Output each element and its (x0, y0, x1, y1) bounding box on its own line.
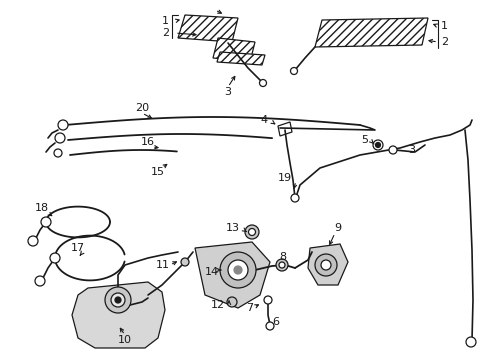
Text: 20: 20 (135, 103, 149, 113)
Circle shape (111, 293, 125, 307)
Text: 2: 2 (162, 28, 169, 38)
Circle shape (220, 252, 256, 288)
Circle shape (248, 229, 255, 235)
Text: 3: 3 (224, 87, 231, 97)
Text: 17: 17 (71, 243, 85, 253)
Text: 16: 16 (141, 137, 155, 147)
Circle shape (105, 287, 131, 313)
Circle shape (321, 260, 331, 270)
Text: 14: 14 (205, 267, 219, 277)
Circle shape (245, 225, 259, 239)
Text: 5: 5 (361, 135, 368, 145)
Polygon shape (72, 282, 165, 348)
Polygon shape (278, 122, 292, 136)
Text: 13: 13 (226, 223, 240, 233)
Circle shape (466, 337, 476, 347)
Circle shape (389, 146, 397, 154)
Polygon shape (217, 52, 265, 65)
Text: 15: 15 (151, 167, 165, 177)
Circle shape (115, 297, 121, 303)
Polygon shape (315, 18, 428, 47)
Text: 18: 18 (35, 203, 49, 213)
Text: 19: 19 (278, 173, 292, 183)
Circle shape (54, 149, 62, 157)
Circle shape (227, 297, 237, 307)
Circle shape (264, 296, 272, 304)
Text: 9: 9 (335, 223, 342, 233)
Text: 1: 1 (441, 21, 448, 31)
Circle shape (260, 80, 267, 86)
Polygon shape (308, 244, 348, 285)
Text: 11: 11 (156, 260, 170, 270)
Circle shape (291, 68, 297, 75)
Text: 8: 8 (279, 252, 287, 262)
Text: 1: 1 (162, 16, 169, 26)
Text: 7: 7 (246, 303, 253, 313)
Circle shape (41, 217, 51, 227)
Text: 12: 12 (211, 300, 225, 310)
Text: 6: 6 (272, 317, 279, 327)
Circle shape (55, 133, 65, 143)
Circle shape (375, 143, 381, 148)
Text: 4: 4 (261, 115, 268, 125)
Circle shape (28, 236, 38, 246)
Circle shape (279, 262, 285, 268)
Text: 3: 3 (408, 145, 415, 155)
Circle shape (35, 276, 45, 286)
Circle shape (228, 260, 248, 280)
Circle shape (50, 253, 60, 263)
Circle shape (266, 322, 274, 330)
Circle shape (58, 120, 68, 130)
Circle shape (276, 259, 288, 271)
Text: 2: 2 (441, 37, 448, 47)
Circle shape (315, 254, 337, 276)
Polygon shape (178, 15, 238, 42)
Circle shape (181, 258, 189, 266)
Text: 10: 10 (118, 335, 132, 345)
Circle shape (373, 140, 383, 150)
Circle shape (234, 266, 242, 274)
Circle shape (291, 194, 299, 202)
Polygon shape (195, 242, 270, 308)
Polygon shape (213, 38, 255, 62)
